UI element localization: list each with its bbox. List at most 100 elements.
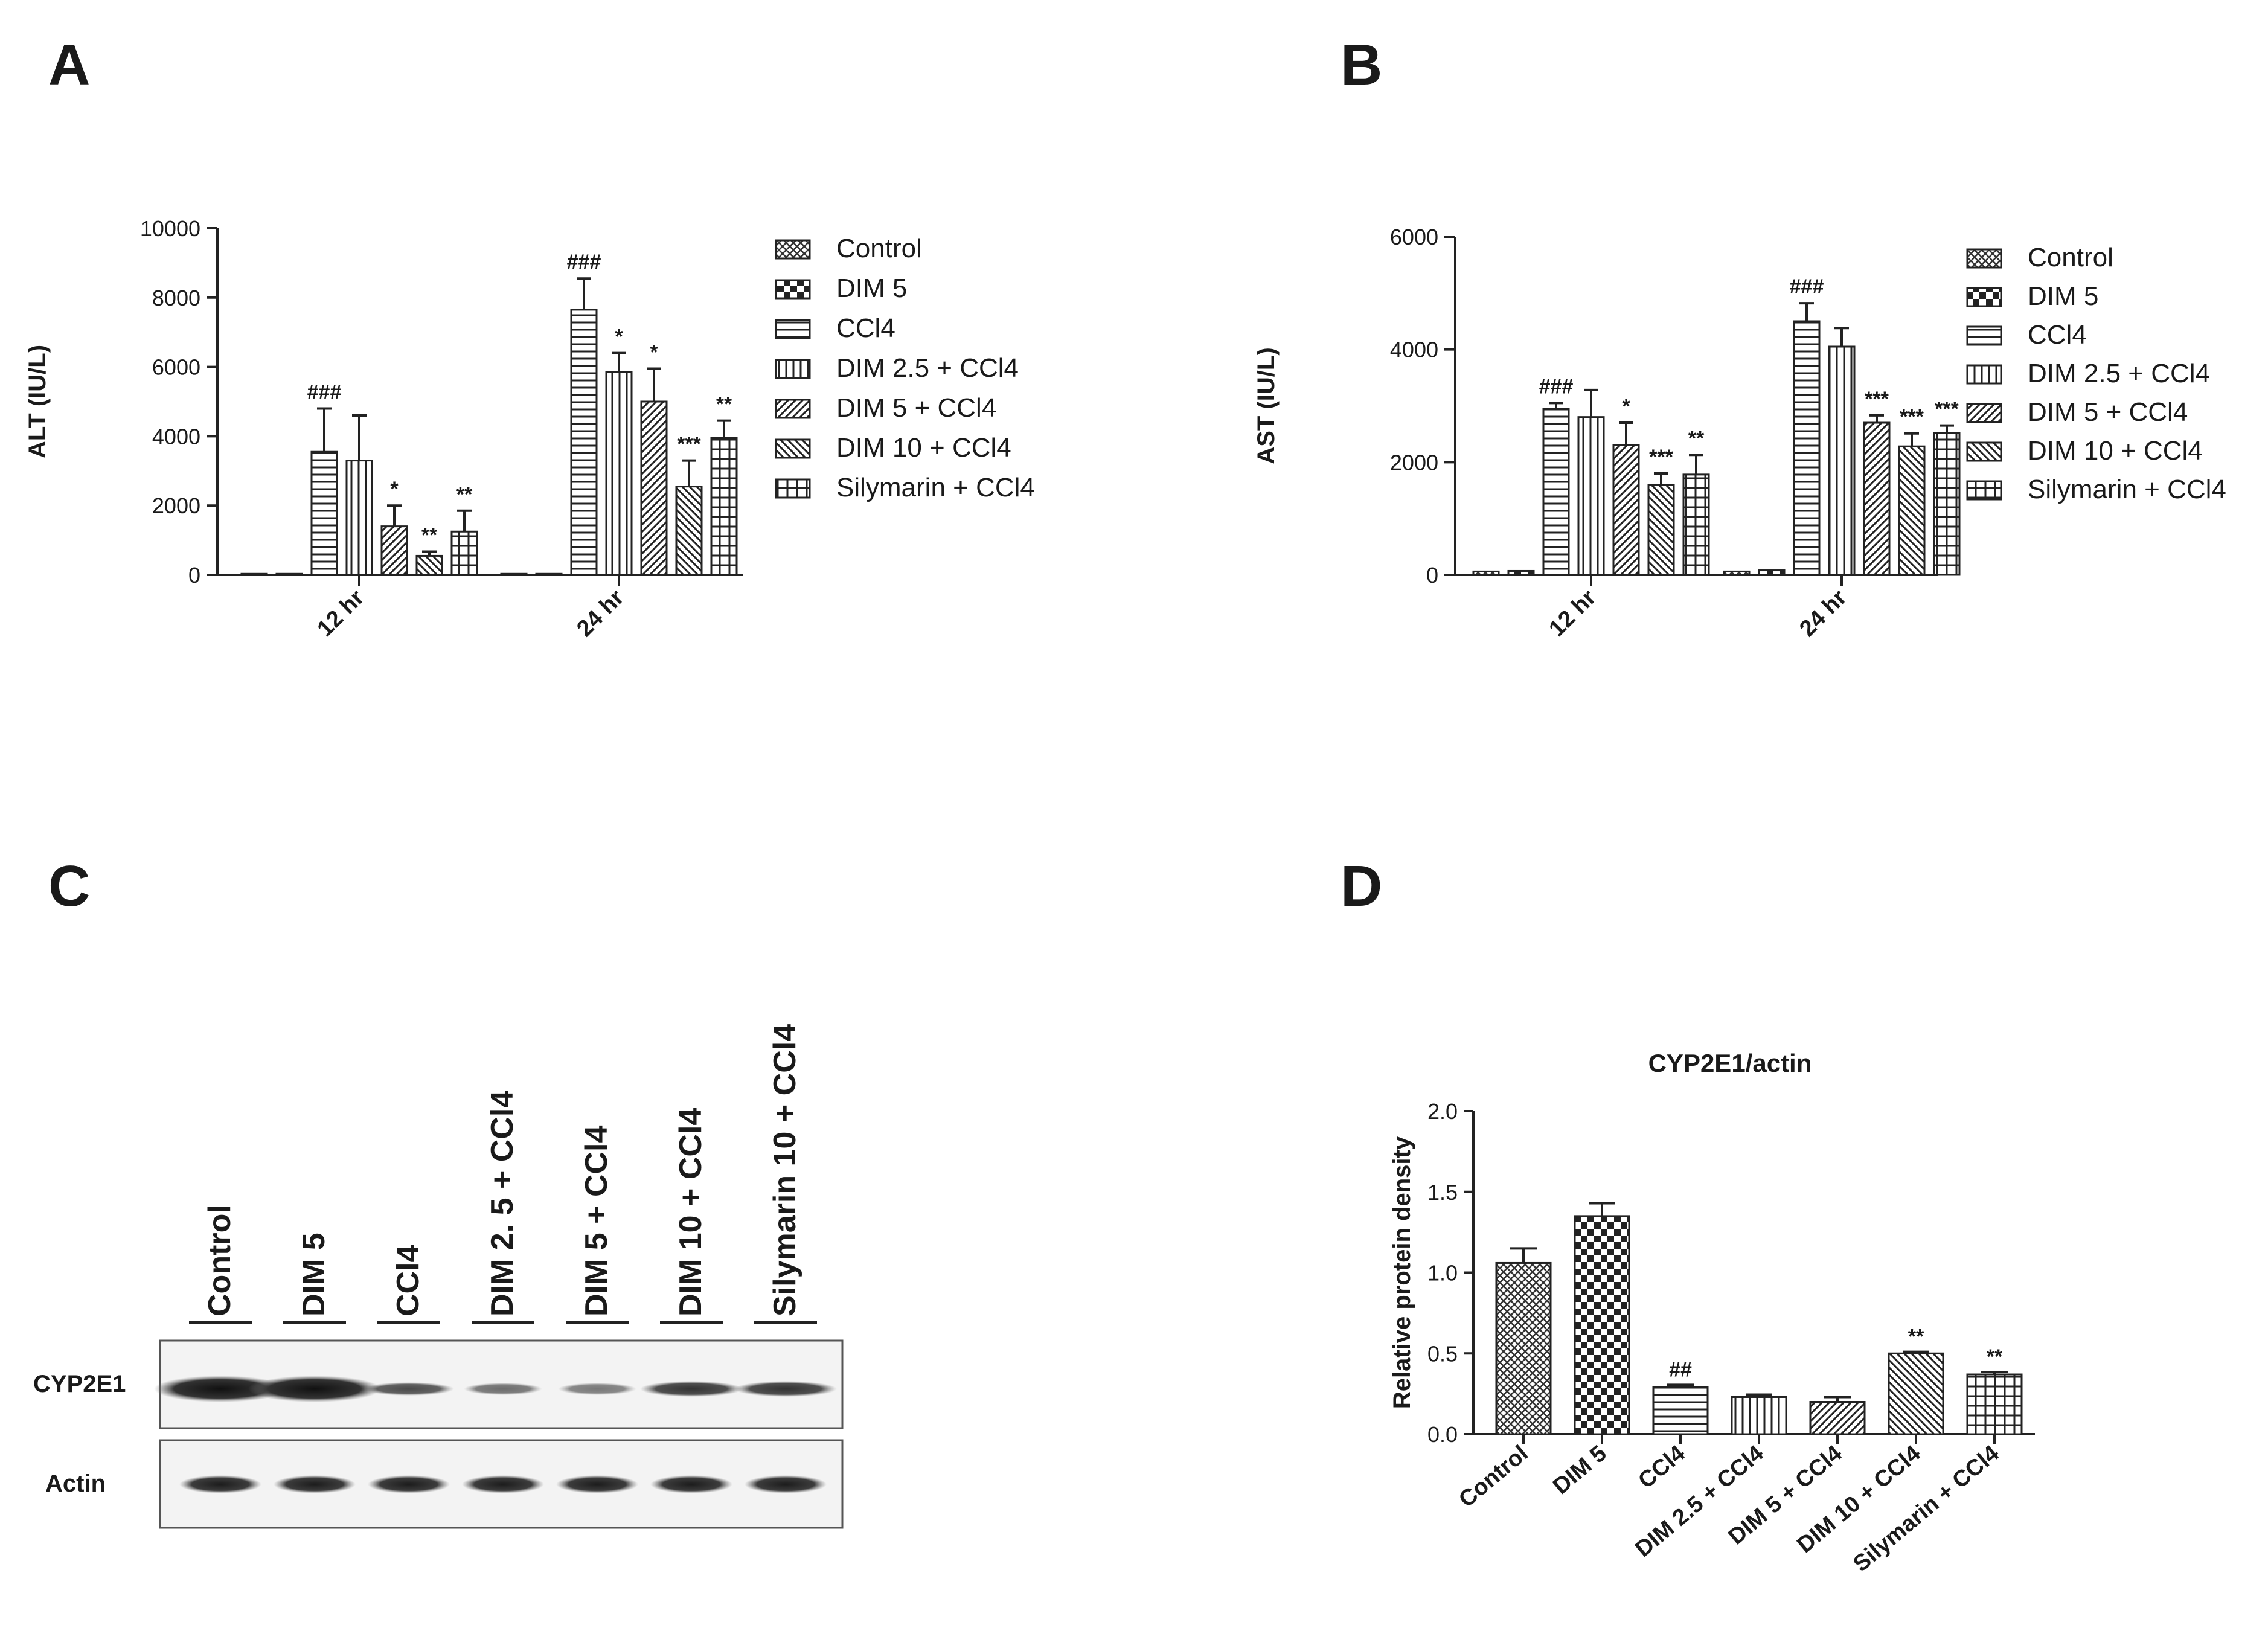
- bar-12-hr-dim-2-5-ccl4: [345, 460, 373, 576]
- y-tick-label: 6000: [1390, 225, 1438, 249]
- band-cyp2e1: [640, 1381, 743, 1397]
- x-category-label: Silymarin + CCl4: [1848, 1441, 2004, 1577]
- x-category-label: 24 hr: [572, 585, 629, 642]
- x-category-label: Control: [1454, 1441, 1533, 1513]
- lane-label-control: Control: [202, 1205, 237, 1316]
- legend-label-control: Control: [836, 234, 922, 263]
- blot-row-label-actin: Actin: [45, 1470, 106, 1497]
- bar-12-hr-ccl4: [310, 450, 338, 576]
- lane-label-dim-10-ccl4: DIM 10 + CCl4: [673, 1108, 708, 1316]
- legend-swatch-dim-2-5-ccl4: [1966, 364, 2002, 385]
- legend-label-dim-5: DIM 5: [2028, 281, 2098, 311]
- significance-mark: **: [1987, 1345, 2003, 1368]
- lane-label-ccl4: CCl4: [391, 1245, 426, 1316]
- legend-swatch-dim-5-ccl4: [775, 399, 811, 419]
- chart-cyp2e1-actin: CYP2E1/actin 0.0 0.5 1.0 1.5 2.0 Relative prot…: [1389, 1049, 2035, 1577]
- band-cyp2e1: [248, 1376, 381, 1402]
- y-tick-label: 4000: [1390, 338, 1438, 362]
- band-cyp2e1: [464, 1383, 542, 1395]
- bar-12-hr-dim-10-ccl4: [415, 554, 443, 576]
- legend-swatch-dim-10-ccl4: [775, 438, 811, 459]
- band-cyp2e1: [154, 1376, 287, 1402]
- band-actin: [274, 1475, 356, 1493]
- y-tick-label: 2000: [1390, 450, 1438, 475]
- bar-12-hr-dim-5: [275, 572, 303, 576]
- x-category-label: CCl4: [1633, 1441, 1690, 1494]
- blot-row-label-cyp2e1: CYP2E1: [33, 1371, 126, 1397]
- y-axis-title: Relative protein density: [1389, 1136, 1415, 1409]
- bar-12-hr-dim-2-5-ccl4: [1577, 416, 1605, 576]
- legend-label-dim-2-5-ccl4: DIM 2.5 + CCl4: [836, 353, 1019, 383]
- significance-mark: **: [421, 524, 438, 547]
- significance-mark: **: [1908, 1325, 1924, 1348]
- panel-label-c: C: [48, 854, 90, 918]
- legend-swatch-dim-2-5-ccl4: [775, 359, 811, 379]
- bar-24-hr-dim-2-5-ccl4: [605, 371, 633, 576]
- y-tick-label: 4000: [152, 424, 200, 449]
- y-axis-title: ALT (IU/L): [24, 345, 51, 458]
- significance-mark: ##: [1669, 1358, 1692, 1381]
- legend-label-dim-5-ccl4: DIM 5 + CCl4: [836, 393, 996, 423]
- bar-12-hr-silymarin-ccl4: [1682, 473, 1710, 576]
- x-category-label: 12 hr: [312, 585, 369, 642]
- bar-12-hr-dim-5: [1507, 569, 1535, 576]
- bar-24-hr-ccl4: [570, 309, 598, 576]
- y-tick-label: 2000: [152, 493, 200, 518]
- band-actin: [368, 1475, 450, 1493]
- legend-swatch-silymarin-ccl4: [775, 478, 811, 499]
- lane-label-dim-5-ccl4: DIM 5 + CCl4: [579, 1126, 614, 1316]
- western-blot: CYP2E1 Actin Control DIM 5 CCl4 DIM 2. 5 + …: [33, 1024, 844, 1529]
- significance-mark: ###: [1539, 375, 1574, 398]
- y-tick-label: 10000: [140, 216, 200, 241]
- bar-12-hr-control: [1472, 570, 1500, 576]
- chart-title: CYP2E1/actin: [1648, 1049, 1812, 1077]
- legend-swatch-silymarin-ccl4: [1966, 480, 2002, 501]
- bar-24-hr-dim-10-ccl4: [675, 486, 703, 576]
- y-tick-label: 1.5: [1427, 1180, 1458, 1205]
- y-tick-label: 1.0: [1427, 1261, 1458, 1286]
- band-cyp2e1: [734, 1381, 837, 1397]
- bar-ccl4: [1652, 1386, 1709, 1435]
- legend-label-dim-5: DIM 5: [836, 274, 907, 303]
- bar-24-hr-control: [1723, 570, 1751, 576]
- bar-12-hr-dim-10-ccl4: [1647, 484, 1675, 576]
- significance-mark: *: [1622, 395, 1630, 418]
- band-actin: [745, 1475, 827, 1493]
- bar-24-hr-silymarin-ccl4: [710, 437, 738, 576]
- bar-12-hr-ccl4: [1542, 408, 1570, 576]
- bar-24-hr-ccl4: [1793, 320, 1821, 576]
- y-axis-title: AST (IU/L): [1253, 347, 1280, 464]
- legend-label-silymarin-ccl4: Silymarin + CCl4: [2028, 475, 2226, 504]
- band-actin: [179, 1475, 261, 1493]
- x-category-label: 24 hr: [1795, 585, 1851, 642]
- y-tick-label: 0.5: [1427, 1341, 1458, 1366]
- bar-control: [1495, 1261, 1552, 1435]
- legend-swatch-dim-5: [1966, 287, 2002, 307]
- x-category-label: DIM 5: [1548, 1441, 1612, 1499]
- significance-mark: *: [615, 325, 623, 348]
- bar-dim-10-ccl4: [1888, 1352, 1944, 1435]
- significance-mark: ###: [307, 380, 342, 403]
- band-actin: [556, 1475, 638, 1493]
- legend-label-ccl4: CCl4: [836, 313, 895, 343]
- bar-24-hr-silymarin-ccl4: [1933, 432, 1961, 576]
- y-tick-label: 2.0: [1427, 1099, 1458, 1124]
- bar-silymarin-ccl4: [1966, 1373, 2023, 1435]
- legend-label-dim-2-5-ccl4: DIM 2.5 + CCl4: [2028, 359, 2210, 388]
- bar-12-hr-silymarin-ccl4: [450, 530, 478, 576]
- significance-mark: **: [1688, 427, 1705, 450]
- legend-alt: Control DIM 5 CCl4 DIM 2.5 + CCl4 DIM 5 + CC…: [775, 234, 1035, 502]
- legend-swatch-dim-5: [775, 279, 811, 300]
- lane-label-dim-2-5-ccl4: DIM 2. 5 + CCl4: [485, 1091, 520, 1316]
- significance-mark: ***: [1900, 406, 1924, 429]
- legend-swatch-control: [1966, 248, 2002, 269]
- lane-label-dim-5: DIM 5: [296, 1232, 332, 1316]
- y-tick-label: 6000: [152, 355, 200, 380]
- bar-24-hr-dim-5-ccl4: [1863, 421, 1891, 576]
- bar-dim-5: [1574, 1215, 1630, 1435]
- bar-dim-5-ccl4: [1809, 1401, 1866, 1435]
- panel-label-b: B: [1341, 33, 1382, 97]
- significance-mark: ###: [567, 251, 601, 274]
- legend-swatch-dim-10-ccl4: [1966, 441, 2002, 462]
